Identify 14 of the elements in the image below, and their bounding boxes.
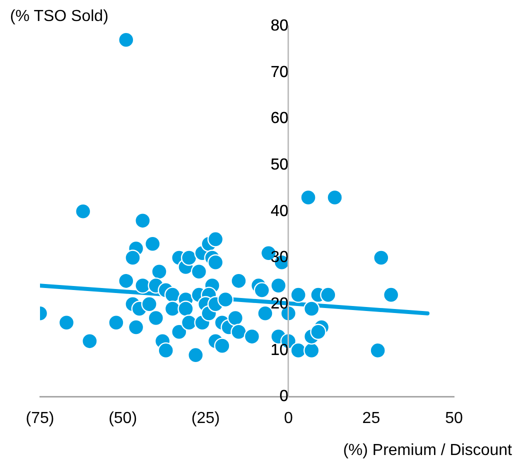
x-tick-label: (50) [108, 410, 138, 427]
x-axis-title: (%) Premium / Discount [343, 442, 512, 460]
y-tick-label: 60 [270, 110, 288, 128]
y-tick-label: 50 [270, 156, 288, 174]
y-tick-label: 0 [279, 388, 288, 406]
x-tick-label: 25 [362, 410, 380, 427]
x-tick-label: 50 [445, 410, 463, 427]
y-tick-label: 40 [270, 202, 288, 220]
y-tick-label: 80 [270, 17, 288, 34]
y-tick-label: 10 [270, 342, 288, 359]
x-tick-label: (25) [191, 410, 220, 427]
x-tick-label: (75) [26, 410, 54, 427]
y-tick-label: 70 [270, 64, 288, 81]
y-axis-title: (% TSO Sold) [10, 8, 108, 26]
